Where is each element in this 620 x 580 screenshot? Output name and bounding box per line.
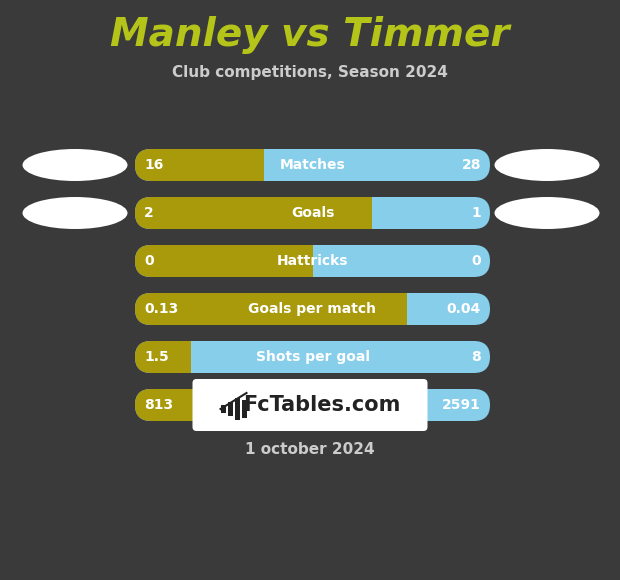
Text: 8: 8 <box>471 350 481 364</box>
FancyBboxPatch shape <box>135 197 490 229</box>
FancyBboxPatch shape <box>135 149 490 181</box>
Text: Matches: Matches <box>280 158 345 172</box>
Ellipse shape <box>22 149 128 181</box>
Text: Manley vs Timmer: Manley vs Timmer <box>110 16 510 54</box>
FancyBboxPatch shape <box>135 341 490 373</box>
FancyBboxPatch shape <box>135 341 490 373</box>
Text: Hattricks: Hattricks <box>277 254 348 268</box>
Text: Goals: Goals <box>291 206 334 220</box>
Bar <box>228 402 232 416</box>
FancyBboxPatch shape <box>135 245 490 277</box>
FancyBboxPatch shape <box>135 245 490 277</box>
Text: 0.13: 0.13 <box>144 302 179 316</box>
Text: 2: 2 <box>144 206 154 220</box>
Text: 1.5: 1.5 <box>144 350 169 364</box>
Bar <box>221 405 226 413</box>
FancyBboxPatch shape <box>192 379 428 431</box>
Text: 0: 0 <box>144 254 154 268</box>
Text: 0: 0 <box>471 254 481 268</box>
Text: 2591: 2591 <box>442 398 481 412</box>
Text: FcTables.com: FcTables.com <box>243 395 401 415</box>
FancyBboxPatch shape <box>135 293 490 325</box>
FancyBboxPatch shape <box>135 197 490 229</box>
Text: 1: 1 <box>471 206 481 220</box>
Bar <box>242 400 247 418</box>
Ellipse shape <box>22 197 128 229</box>
FancyBboxPatch shape <box>135 293 490 325</box>
Text: 28: 28 <box>461 158 481 172</box>
Text: 1 october 2024: 1 october 2024 <box>245 443 375 458</box>
Text: 0.04: 0.04 <box>447 302 481 316</box>
FancyBboxPatch shape <box>135 389 490 421</box>
Bar <box>234 398 239 420</box>
Text: 813: 813 <box>144 398 173 412</box>
Text: Club competitions, Season 2024: Club competitions, Season 2024 <box>172 64 448 79</box>
Text: Shots per goal: Shots per goal <box>255 350 370 364</box>
Ellipse shape <box>495 197 600 229</box>
FancyBboxPatch shape <box>135 149 490 181</box>
Text: Min per goal: Min per goal <box>264 398 361 412</box>
Text: 16: 16 <box>144 158 164 172</box>
Text: Goals per match: Goals per match <box>249 302 376 316</box>
FancyBboxPatch shape <box>135 389 490 421</box>
Ellipse shape <box>495 149 600 181</box>
